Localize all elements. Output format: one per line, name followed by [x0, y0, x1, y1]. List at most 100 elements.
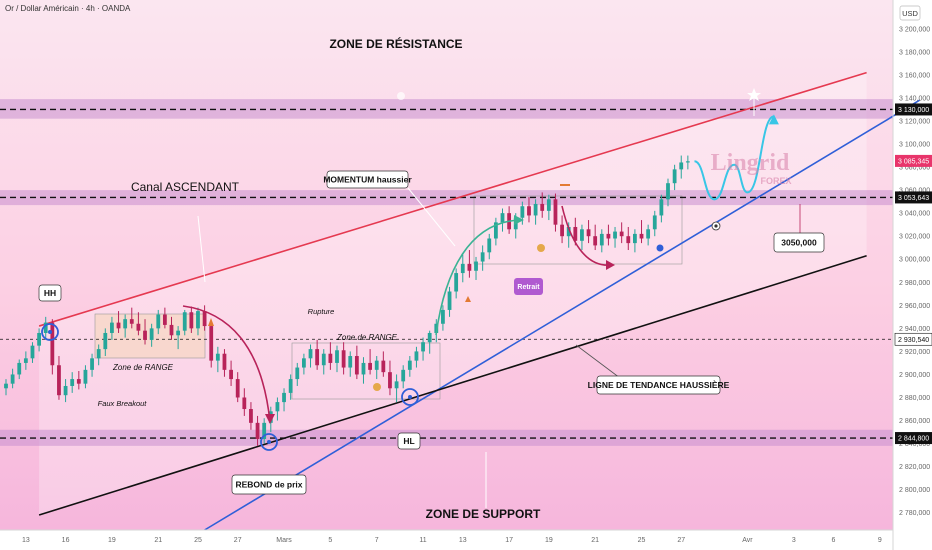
candle-body	[123, 319, 128, 329]
y-tick-label: 3 020,000	[899, 234, 930, 241]
candle-body	[447, 291, 452, 310]
projection-arrowhead	[768, 114, 779, 125]
candle-body	[23, 358, 28, 363]
candle-body	[599, 233, 604, 246]
x-tick-label: 13	[22, 537, 30, 544]
x-tick-label: 21	[591, 537, 599, 544]
y-tick-label: 2 840,000	[899, 441, 930, 448]
candle-body	[474, 261, 478, 271]
candle-body	[480, 252, 485, 262]
candle-body	[30, 345, 35, 359]
candle-body	[374, 360, 379, 370]
currency-box	[899, 5, 921, 21]
retrait-label: Retrait	[517, 284, 540, 291]
candle-body	[533, 203, 538, 216]
candle-body	[659, 199, 664, 216]
y-tick-label: 3 120,000	[899, 118, 930, 125]
candle-body	[116, 322, 121, 329]
x-tick-label: Avr	[742, 537, 753, 544]
snail-icon-2	[373, 383, 381, 391]
candle-body	[262, 422, 267, 439]
candle-body	[10, 374, 15, 384]
candle-body	[454, 273, 459, 292]
candle-body	[4, 383, 8, 389]
support-line	[38, 255, 867, 516]
candle-body	[368, 362, 372, 370]
x-tick-label: 27	[677, 537, 685, 544]
x-tick-label: 17	[505, 537, 513, 544]
info-marker-icon	[397, 92, 405, 100]
range-box-2	[291, 342, 441, 400]
hh-label-box	[38, 284, 62, 302]
candle-body	[96, 349, 101, 359]
rebound-label: REBOND de prix	[235, 479, 302, 489]
x-tick-label: 6	[832, 537, 836, 544]
x-tick-label: 19	[545, 537, 553, 544]
x-tick-label: 27	[234, 537, 242, 544]
y-tick-label: 2 880,000	[899, 395, 930, 402]
candle-body	[553, 199, 558, 225]
time-axis-background	[0, 530, 893, 550]
candle-body	[282, 392, 286, 403]
pivot-circle-0	[41, 323, 59, 341]
candle-body	[348, 356, 353, 368]
candle-body	[17, 362, 22, 375]
candle-body	[388, 372, 392, 389]
y-tick-label: 3 160,000	[899, 72, 930, 79]
price-tag-box	[895, 432, 932, 445]
price-tag-box	[895, 103, 932, 116]
hl-label: HL	[403, 436, 414, 446]
candle-body	[606, 233, 611, 239]
x-tick-label: 16	[62, 537, 70, 544]
candle-body	[209, 326, 214, 361]
pivot-dot-0	[48, 330, 52, 334]
momentum-label: MOMENTUM haussier	[323, 174, 412, 184]
candle-body	[83, 369, 88, 384]
y-tick-label: 3 040,000	[899, 211, 930, 218]
candle-body	[196, 311, 200, 329]
y-tick-label: 2 920,000	[899, 349, 930, 356]
candle-body	[288, 379, 293, 393]
candle-body	[242, 397, 247, 410]
pivot-circle-2	[401, 388, 419, 406]
trendline-label: LIGNE DE TENDANCE HAUSSIÈRE	[588, 380, 730, 390]
price-tag-box	[894, 332, 932, 346]
y-tick-label: 3 000,000	[899, 257, 930, 264]
instrument-title: Or / Dollar Américain · 4h · OANDA	[5, 4, 131, 13]
y-tick-label: 2 800,000	[899, 487, 930, 494]
candle-body	[441, 309, 445, 324]
candle-body	[626, 236, 631, 244]
candle-body	[573, 226, 578, 241]
candle-body	[666, 183, 670, 200]
snail-icon-1	[537, 244, 545, 252]
eye-pupil-icon	[714, 224, 718, 228]
support-zone-label: ZONE DE SUPPORT	[426, 507, 541, 521]
price-tag-box	[895, 154, 932, 167]
candle-body	[341, 350, 346, 368]
candle-body	[487, 238, 492, 253]
hh-label: HH	[44, 288, 56, 298]
candle-body	[302, 358, 306, 368]
candle-body	[546, 199, 551, 211]
candle-body	[613, 231, 617, 239]
candle-body	[70, 379, 75, 386]
range-box-3	[473, 195, 683, 265]
price-tag-label: 3 130,000	[898, 107, 929, 114]
price-tag-label: 3 053,643	[898, 195, 929, 202]
y-tick-label: 3 080,000	[899, 165, 930, 172]
candle-body	[527, 206, 531, 216]
candle-body	[295, 367, 300, 380]
y-tick-label: 2 960,000	[899, 303, 930, 310]
candle-body	[540, 203, 545, 211]
candle-body	[586, 229, 591, 237]
x-tick-label: 7	[375, 537, 379, 544]
candle-body	[500, 213, 505, 223]
trend-touch-dot	[656, 244, 664, 252]
candle-body	[560, 224, 564, 237]
candle-body	[427, 332, 432, 343]
y-tick-label: 3 200,000	[899, 26, 930, 33]
candle-body	[619, 231, 624, 237]
candle-body	[37, 332, 41, 346]
candle-body	[50, 322, 55, 366]
